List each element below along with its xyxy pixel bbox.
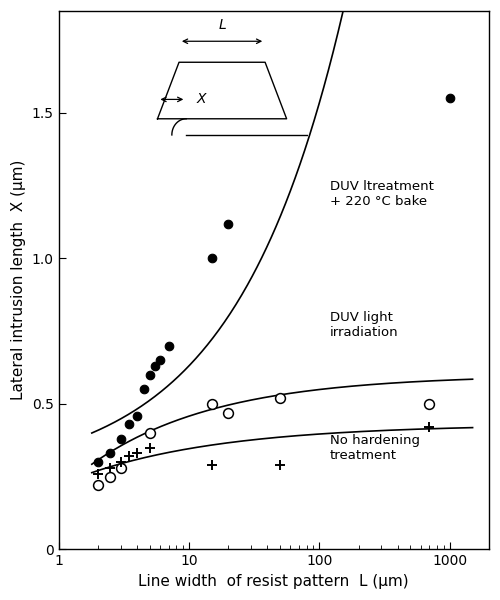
Point <box>146 443 154 452</box>
Point <box>116 463 124 473</box>
Point <box>126 452 134 461</box>
Point <box>106 472 114 482</box>
Point <box>208 460 216 470</box>
Point <box>94 481 102 490</box>
Point <box>446 94 454 103</box>
Point <box>151 361 159 371</box>
Point <box>426 399 434 409</box>
Point <box>94 469 102 479</box>
Point <box>116 434 124 443</box>
Y-axis label: Lateral intrusion length  X (μm): Lateral intrusion length X (μm) <box>11 160 26 400</box>
X-axis label: Line width  of resist pattern  L (μm): Line width of resist pattern L (μm) <box>138 574 409 589</box>
Point <box>146 428 154 438</box>
Text: DUV ltreatment
+ 220 °C bake: DUV ltreatment + 220 °C bake <box>330 181 434 208</box>
Point <box>164 341 172 350</box>
Point <box>133 449 141 458</box>
Text: DUV light
irradiation: DUV light irradiation <box>330 311 398 340</box>
Point <box>224 408 232 418</box>
Point <box>208 254 216 263</box>
Point <box>106 463 114 473</box>
Text: No hardening
treatment: No hardening treatment <box>330 434 420 461</box>
Point <box>146 370 154 380</box>
Point <box>156 356 164 365</box>
Point <box>276 460 284 470</box>
Point <box>140 385 147 394</box>
Point <box>106 449 114 458</box>
Point <box>94 457 102 467</box>
Point <box>276 394 284 403</box>
Point <box>208 399 216 409</box>
Point <box>126 419 134 429</box>
Point <box>426 422 434 432</box>
Point <box>116 457 124 467</box>
Point <box>133 411 141 421</box>
Point <box>224 219 232 229</box>
